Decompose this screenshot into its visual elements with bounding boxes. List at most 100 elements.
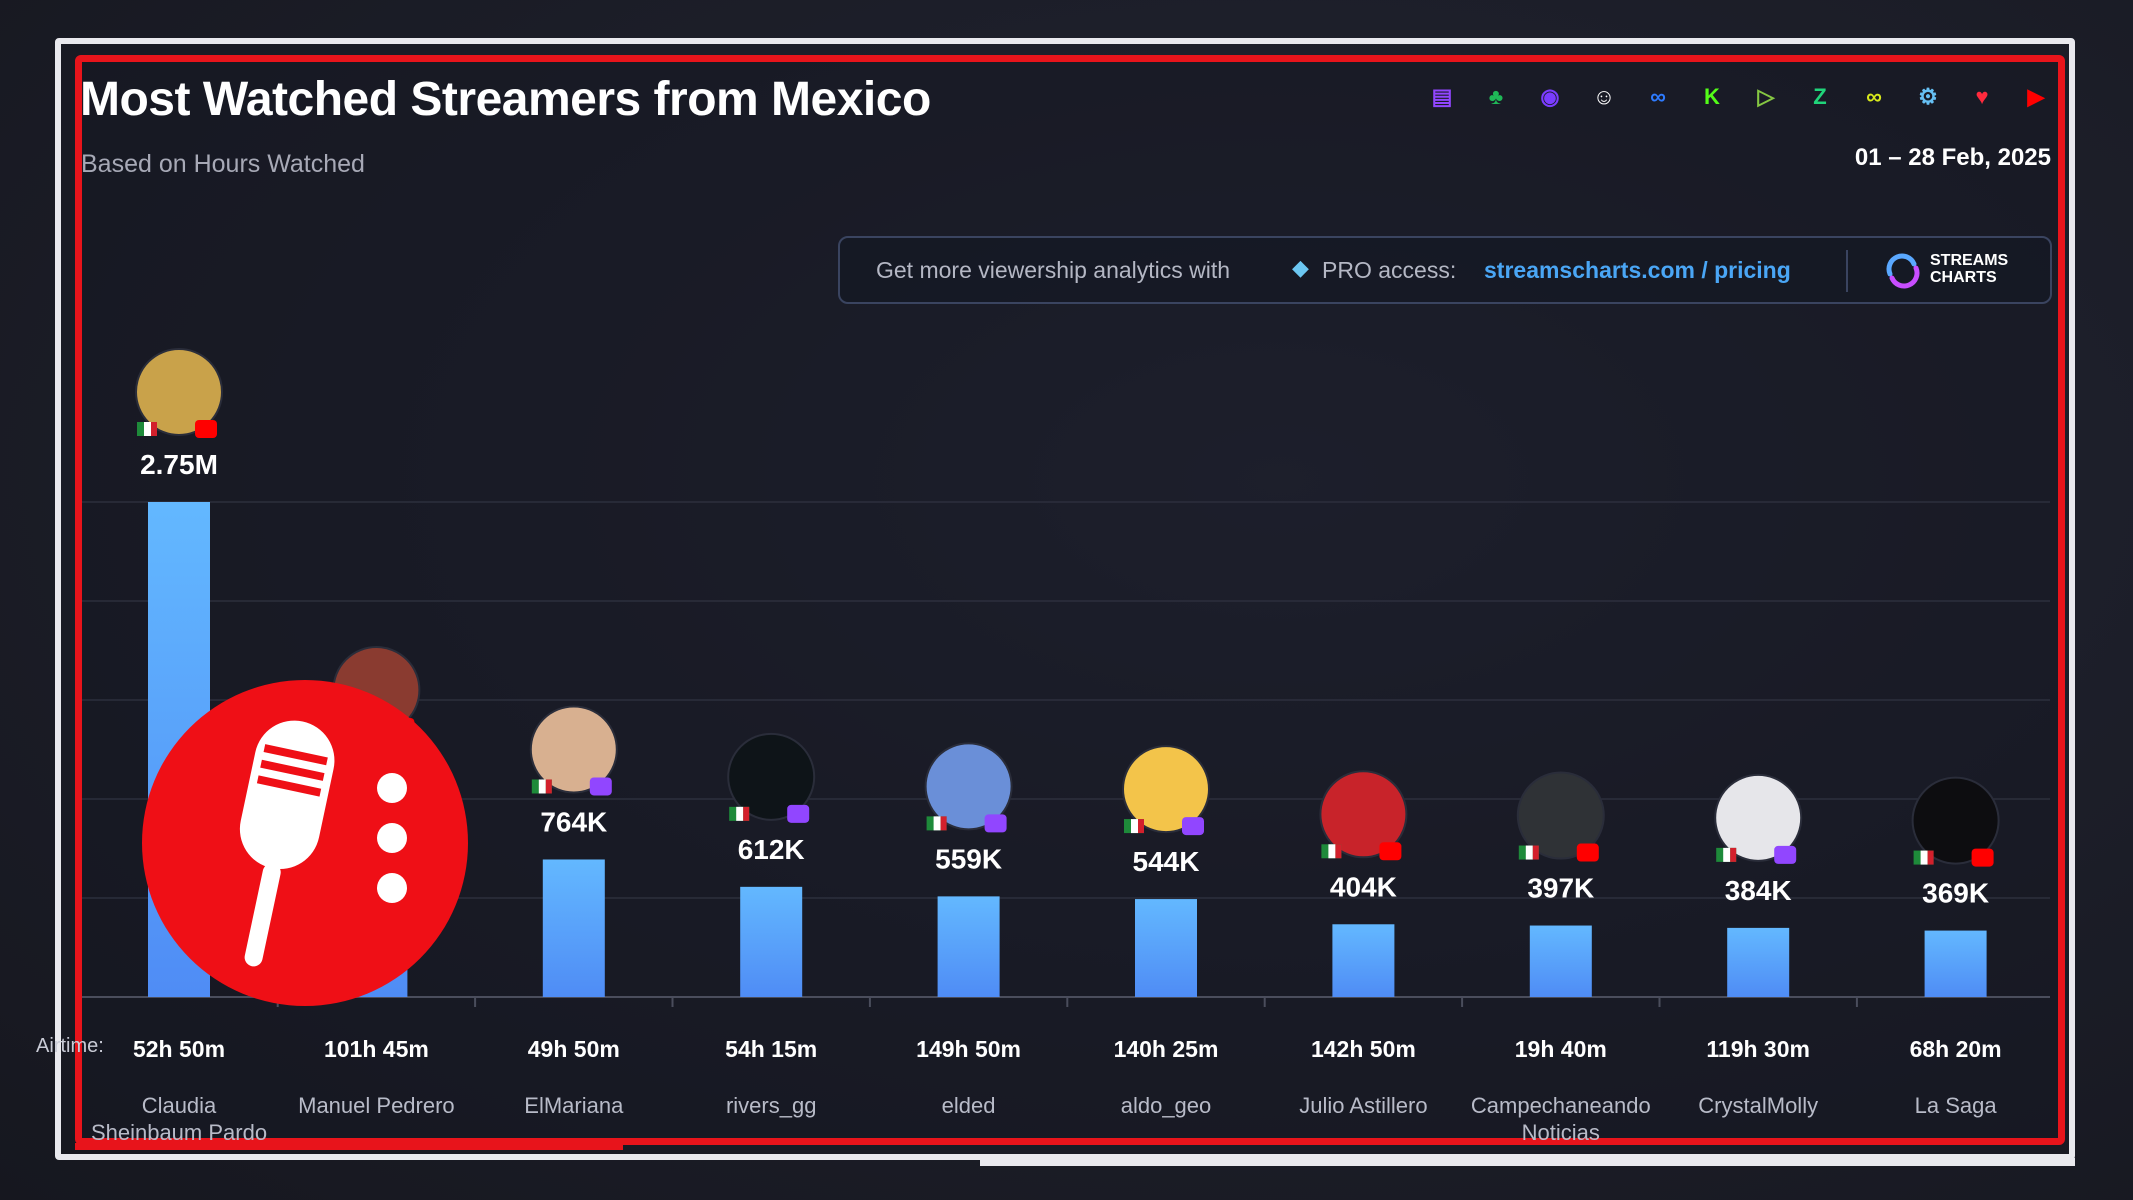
brand-line-1: STREAMS — [1930, 252, 2009, 269]
mexico-flag-icon — [144, 422, 151, 436]
airtime-value: 52h 50m — [133, 1036, 225, 1062]
mexico-flag-icon — [1532, 845, 1539, 860]
youtube-icon — [1379, 842, 1402, 861]
streams-charts-logo-icon — [1886, 253, 1920, 289]
chain-infinity-icon[interactable]: ∞ — [1866, 84, 1882, 109]
avatar — [529, 705, 618, 794]
mexico-flag-icon — [940, 816, 947, 831]
promo-banner[interactable]: Get more viewership analytics with ◆ PRO… — [838, 236, 2052, 304]
streamer-name: elded — [942, 1093, 996, 1118]
bar — [937, 896, 1000, 997]
bar — [1727, 927, 1790, 997]
airtime-value: 19h 40m — [1515, 1036, 1607, 1062]
avatar — [135, 348, 223, 436]
bar — [542, 859, 605, 997]
streamer-name: La Saga — [1915, 1093, 1998, 1118]
youtube-icon — [195, 420, 217, 438]
twitch-icon — [1182, 817, 1204, 836]
date-range: 01 – 28 Feb, 2025 — [1854, 144, 2051, 171]
value-label: 544K — [1133, 846, 1200, 877]
outer-frame — [55, 38, 2075, 1160]
streamer-name: ElMariana — [524, 1093, 624, 1118]
mexico-flag-icon — [538, 779, 546, 794]
streamer-name: aldo_geo — [1121, 1093, 1212, 1118]
twitch-icon — [589, 777, 612, 796]
airtime-label: Airtime: — [36, 1035, 104, 1057]
mexico-flag-icon — [545, 779, 552, 794]
bar — [740, 886, 803, 997]
value-label: 404K — [1330, 871, 1397, 902]
mexico-flag-icon — [1920, 850, 1928, 865]
red-frame-bottom-segment — [75, 1143, 623, 1150]
mexico-flag-icon — [1723, 847, 1731, 862]
pricing-link[interactable]: streamscharts.com / pricing — [1484, 257, 1791, 283]
streamer-name: Noticias — [1522, 1120, 1600, 1145]
platform-icons: ▤ ♣ ◉ ☺ ∞ K ▷ Z ∞ ⚙ ♥ ▶ — [1425, 80, 2053, 114]
avatar — [727, 732, 816, 821]
chart-title: Most Watched Streamers from Mexico — [80, 73, 931, 126]
value-label: 384K — [1725, 875, 1792, 906]
bar — [1924, 930, 1987, 997]
avatar — [1516, 771, 1605, 860]
youtube-icon[interactable]: ▶ — [2027, 84, 2045, 109]
youtube-icon — [1971, 848, 1994, 867]
steam-icon[interactable]: ⚙ — [1918, 84, 1938, 109]
airtime-value: 54h 15m — [725, 1036, 817, 1062]
chart-subtitle: Based on Hours Watched — [81, 150, 365, 178]
airtime-value: 140h 25m — [1114, 1036, 1219, 1062]
mexico-flag-icon — [1525, 845, 1533, 860]
mexico-flag-icon — [1730, 847, 1737, 862]
avatar — [1319, 770, 1408, 859]
kick-variant-icon[interactable]: ◉ — [1540, 84, 1560, 109]
avatar — [1714, 773, 1803, 862]
twitch-icon — [1774, 845, 1797, 864]
youtube-icon — [1576, 843, 1599, 862]
airtime-value: 68h 20m — [1910, 1036, 2002, 1062]
promo-pro-label: PRO access: — [1322, 257, 1457, 283]
value-label: 764K — [540, 806, 607, 837]
airtime-value: 49h 50m — [528, 1036, 620, 1062]
streamer-name: Julio Astillero — [1299, 1093, 1427, 1118]
brand-line-2: CHARTS — [1930, 269, 1997, 286]
white-frame-bottom-segment — [980, 1158, 2075, 1166]
heart-icon[interactable]: ♥ — [1975, 84, 1989, 109]
value-label: 369K — [1922, 878, 1989, 909]
mexico-flag-icon — [1335, 844, 1342, 859]
rumble-play-icon[interactable]: ▷ — [1757, 84, 1775, 109]
bar — [1135, 899, 1197, 997]
value-label: 612K — [738, 834, 805, 865]
streamer-name: Campechaneando — [1471, 1093, 1651, 1118]
infinity-icon[interactable]: ∞ — [1650, 84, 1666, 109]
trovo-icon[interactable]: ♣ — [1488, 84, 1504, 109]
streamer-name: CrystalMolly — [1698, 1093, 1818, 1118]
twitch-icon[interactable]: ▤ — [1431, 84, 1453, 109]
value-label: 397K — [1527, 873, 1594, 904]
mexico-flag-icon — [1138, 819, 1144, 834]
avatar — [1911, 776, 2000, 865]
streamer-name: Sheinbaum Pardo — [91, 1120, 267, 1145]
divider — [1846, 250, 1848, 292]
zap-icon[interactable]: Z — [1813, 84, 1827, 109]
podcast-microphone-icon — [142, 680, 468, 1006]
streamer-name: rivers_gg — [726, 1093, 816, 1118]
mexico-flag-icon — [743, 806, 750, 821]
avatar — [1122, 745, 1210, 834]
mexico-flag-icon — [1328, 844, 1336, 859]
mexico-flag-icon — [933, 816, 941, 831]
promo-text: Get more viewership analytics with — [876, 257, 1231, 283]
diamond-icon: ◆ — [1292, 255, 1309, 280]
vkplay-ghost-icon[interactable]: ☺ — [1592, 84, 1616, 109]
mexico-flag-icon — [1131, 819, 1138, 834]
airtime-value: 119h 30m — [1706, 1036, 1810, 1062]
mexico-flag-icon — [736, 806, 744, 821]
mexico-flag-icon — [1927, 850, 1934, 865]
twitch-icon — [984, 814, 1007, 833]
streams-charts-brand: STREAMS CHARTS — [1930, 252, 2008, 286]
bar — [1529, 925, 1592, 997]
value-label: 2.75M — [140, 449, 218, 480]
red-frame — [75, 55, 2065, 1145]
avatar — [924, 742, 1013, 831]
kick-icon[interactable]: K — [1704, 84, 1720, 109]
mexico-flag-icon — [151, 422, 157, 436]
airtime-value: 101h 45m — [324, 1036, 429, 1062]
